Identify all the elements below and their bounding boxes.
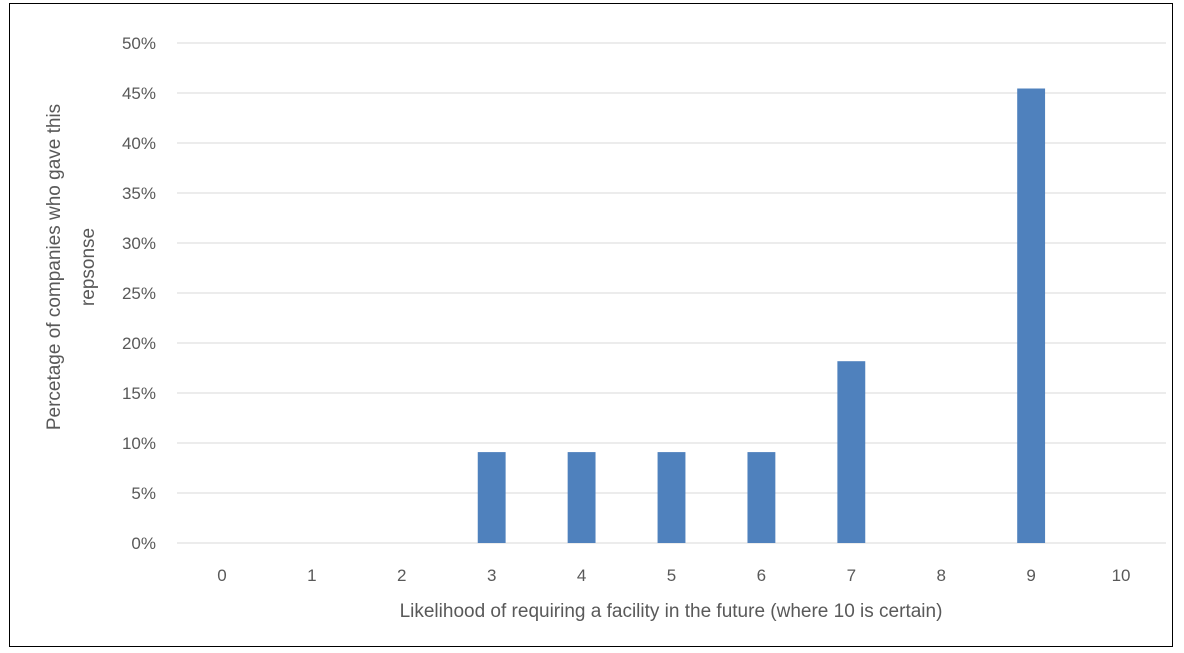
y-tick-label: 25%: [122, 284, 156, 303]
x-axis-title: Likelihood of requiring a facility in th…: [400, 601, 943, 622]
x-tick-label: 8: [936, 566, 945, 585]
x-tick-label: 0: [217, 566, 226, 585]
bar-7: [837, 361, 866, 543]
bar-4: [567, 452, 596, 543]
y-tick-label: 45%: [122, 84, 156, 103]
x-tick-label: 2: [397, 566, 406, 585]
bar-3: [477, 452, 506, 543]
x-tick-labels: 0 1 2 3 4 5 6 7 8 9 10: [217, 566, 1130, 585]
y-axis-title-line-2: repsonse: [78, 228, 99, 306]
y-tick-label: 15%: [122, 384, 156, 403]
x-tick-label: 7: [847, 566, 856, 585]
gridlines: [177, 42, 1166, 544]
y-axis-title-line-1: Percetage of companies who gave this: [44, 104, 65, 430]
y-tick-label: 50%: [122, 34, 156, 53]
y-tick-label: 35%: [122, 184, 156, 203]
x-tick-label: 1: [307, 566, 316, 585]
x-tick-label: 9: [1026, 566, 1035, 585]
y-tick-labels: 0% 5% 10% 15% 20% 25% 30% 35% 40% 45% 50%: [122, 34, 156, 553]
x-tick-label: 5: [667, 566, 676, 585]
bar-6: [747, 452, 776, 543]
x-tick-label: 6: [757, 566, 766, 585]
bar-5: [657, 452, 686, 543]
y-tick-label: 0%: [131, 534, 156, 553]
bars: [477, 88, 1046, 543]
bar-9: [1017, 88, 1046, 543]
y-tick-label: 10%: [122, 434, 156, 453]
y-tick-label: 30%: [122, 234, 156, 253]
x-tick-label: 4: [577, 566, 586, 585]
y-tick-label: 20%: [122, 334, 156, 353]
y-tick-label: 40%: [122, 134, 156, 153]
x-tick-label: 3: [487, 566, 496, 585]
x-tick-label: 10: [1112, 566, 1131, 585]
y-tick-label: 5%: [131, 484, 156, 503]
